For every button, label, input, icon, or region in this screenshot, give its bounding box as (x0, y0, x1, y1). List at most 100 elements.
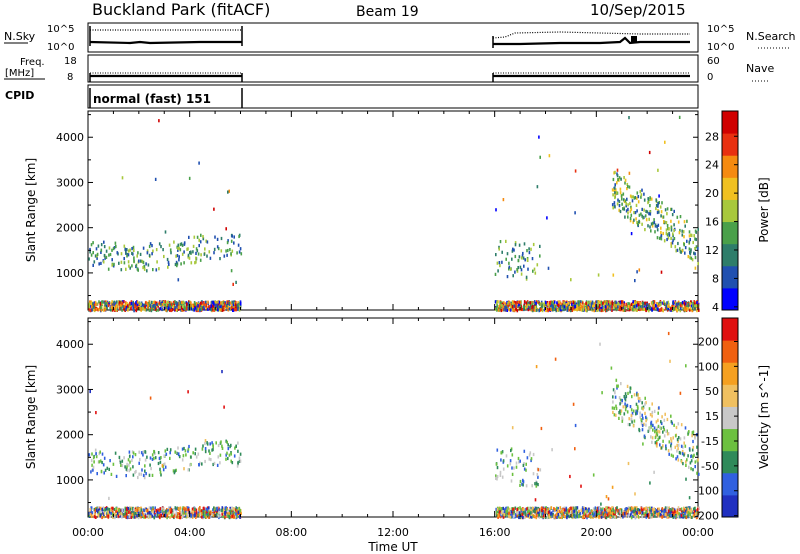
power-isolated-echo (121, 176, 124, 180)
power-scatter-cell (506, 308, 508, 312)
velocity-scatter-cell (152, 506, 154, 510)
velocity-scatter-cell (217, 443, 220, 448)
power-scatter-cell (93, 308, 95, 312)
power-trace-cell (697, 227, 699, 231)
velocity-scatter-cell (148, 506, 151, 510)
velocity-scatter-cell (204, 514, 207, 518)
power-scatter-cell (608, 304, 610, 308)
velocity-trace-cell (694, 436, 696, 440)
velocity-scatter-cell (612, 508, 614, 512)
power-scatter-cell (229, 301, 232, 305)
velocity-trace-cell (683, 436, 686, 440)
velocity-scatter-cell (514, 506, 517, 510)
power-scatter-cell (656, 302, 658, 306)
velocity-scatter-cell (578, 515, 580, 519)
velocity-trace-cell (670, 447, 673, 451)
power-scatter-cell (642, 307, 645, 311)
velocity-trace-cell (672, 454, 674, 458)
velocity-scatter-cell (156, 510, 159, 514)
nave-tick-low: 0 (707, 72, 713, 83)
velocity-scatter-cell (557, 513, 560, 517)
velocity-scatter-cell (234, 446, 236, 450)
velocity-scatter-cell (177, 453, 180, 457)
velocity-scatter-cell (143, 515, 145, 519)
power-scatter-cell (205, 303, 208, 307)
power-scatter-cell (111, 258, 113, 262)
velocity-scatter-cell (653, 510, 656, 515)
power-scatter-cell (543, 302, 545, 306)
velocity-scatter-cell (685, 512, 688, 516)
velocity-scatter-cell (239, 509, 241, 513)
power-scatter-cell (572, 301, 575, 305)
power-scatter-cell (189, 251, 191, 255)
power-scatter-cell (534, 271, 537, 275)
velocity-scatter-cell (220, 440, 222, 444)
power-scatter-cell (133, 309, 135, 313)
velocity-scatter-cell (91, 452, 93, 456)
velocity-scatter-cell (144, 507, 147, 511)
power-scatter-cell (227, 304, 230, 308)
power-scatter-cell (508, 267, 510, 271)
power-trace-cell (694, 256, 697, 260)
power-isolated-echo (154, 177, 157, 181)
velocity-scatter-cell (221, 444, 223, 448)
velocity-scatter-cell (592, 507, 595, 511)
power-scatter-cell (641, 304, 644, 309)
power-scatter-cell (219, 304, 221, 308)
velocity-scatter-cell (503, 513, 506, 517)
power-scatter-cell (601, 303, 603, 307)
power-trace-cell (695, 237, 697, 242)
power-scatter-cell (161, 302, 164, 307)
velocity-scatter-cell (158, 513, 160, 517)
velocity-scatter-cell (529, 509, 531, 513)
power-trace-cell (664, 208, 667, 212)
velocity-scatter-cell (684, 509, 687, 513)
velocity-scatter-cell (181, 514, 183, 518)
velocity-trace-cell (690, 467, 692, 471)
power-trace-cell (666, 224, 669, 228)
velocity-scatter-cell (176, 451, 178, 455)
power-trace-cell (686, 239, 688, 243)
power-scatter-cell (153, 303, 155, 307)
velocity-scatter-cell (104, 508, 107, 512)
velocity-trace-cell (639, 415, 641, 419)
nsky-label: N.Sky (4, 30, 36, 43)
velocity-scatter-cell (647, 507, 650, 511)
velocity-scatter-cell (185, 453, 187, 457)
power-scatter-cell (182, 301, 185, 305)
velocity-scatter-cell (141, 468, 143, 472)
velocity-isolated-echo (187, 390, 189, 394)
power-scatter-cell (231, 249, 234, 253)
power-scatter-cell (632, 300, 634, 304)
power-trace-cell (611, 203, 614, 207)
velocity-isolated-echo (601, 391, 603, 395)
velocity-trace-cell (668, 440, 671, 444)
velocity-trace-cell (663, 428, 665, 432)
velocity-scatter-cell (672, 511, 675, 515)
velocity-ytick-label: 3000 (56, 383, 84, 396)
velocity-trace-cell (643, 422, 645, 426)
power-ytick-label: 3000 (56, 176, 84, 189)
velocity-scatter-cell (610, 513, 612, 517)
velocity-scatter-cell (502, 509, 504, 513)
power-scatter-cell (128, 264, 130, 268)
velocity-scatter-cell (624, 508, 626, 512)
power-scatter-cell (512, 301, 514, 305)
power-scatter-cell (187, 255, 189, 259)
velocity-colorbar-swatch (722, 494, 738, 518)
power-scatter-cell (135, 263, 138, 267)
power-trace-cell (677, 241, 679, 246)
power-scatter-cell (103, 240, 105, 244)
velocity-trace-cell (692, 439, 694, 444)
power-trace-cell (614, 170, 616, 174)
power-scatter-cell (591, 300, 594, 304)
velocity-scatter-cell (530, 458, 532, 463)
velocity-scatter-cell (228, 453, 231, 457)
velocity-scatter-cell (570, 513, 573, 517)
power-scatter-cell (93, 305, 95, 309)
velocity-scatter-cell (185, 507, 187, 511)
power-trace-cell (638, 219, 640, 223)
power-scatter-cell (132, 252, 134, 256)
velocity-scatter-cell (109, 512, 111, 516)
